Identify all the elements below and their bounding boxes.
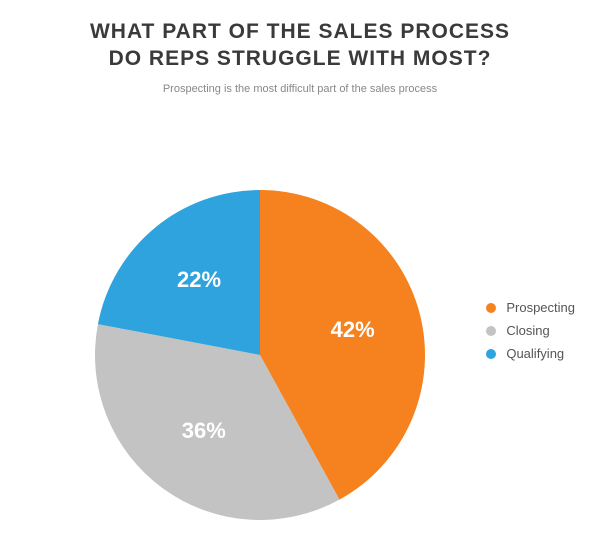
legend-dot-icon [486, 349, 496, 359]
pie-label-qualifying: 22% [177, 267, 221, 292]
pie-chart: 42% 36% 22% [0, 0, 600, 544]
legend-item-closing: Closing [486, 323, 575, 338]
legend-dot-icon [486, 326, 496, 336]
legend-item-prospecting: Prospecting [486, 300, 575, 315]
pie-label-closing: 36% [182, 418, 226, 443]
legend-label: Closing [506, 323, 549, 338]
legend-label: Qualifying [506, 346, 564, 361]
legend-item-qualifying: Qualifying [486, 346, 575, 361]
legend-dot-icon [486, 303, 496, 313]
pie-label-prospecting: 42% [331, 317, 375, 342]
legend-label: Prospecting [506, 300, 575, 315]
legend: Prospecting Closing Qualifying [486, 300, 575, 369]
